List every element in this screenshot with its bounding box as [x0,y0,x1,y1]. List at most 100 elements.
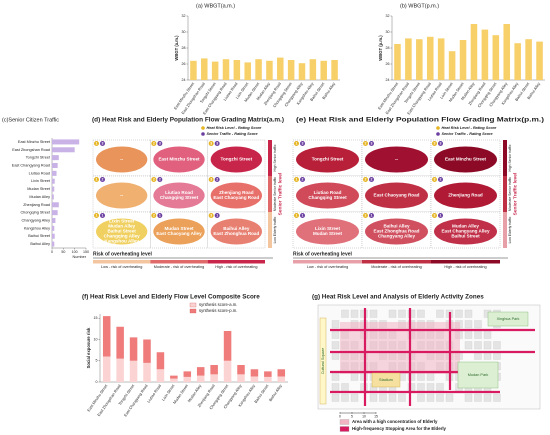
building [493,341,501,350]
traffic-score: 2 [371,177,373,181]
traffic-badge [438,141,443,146]
y-level-label: High Senior traffic [273,144,277,171]
building [464,309,473,318]
bar [266,60,273,80]
chart-title: (c)Senior Citizen Traffic [2,117,59,123]
level-bar [150,260,208,264]
stadium [371,372,401,388]
bar [277,57,284,80]
heat-badge [363,177,368,182]
heat-badge [208,213,214,218]
heat-score: 1 [96,141,98,145]
building [331,351,340,360]
bar-segment [277,376,286,382]
building [483,341,492,350]
cell-label: East Changyang Alley [441,229,490,234]
bar-segment [143,339,151,363]
legend-label: Senior Traffic - Rating Score [207,132,258,136]
y-level-label: Moderate Senior traffic [508,177,512,212]
building [436,383,444,392]
bar [394,44,401,80]
matrix-title: (d) Heat Risk and Elderly Population Flo… [92,117,284,124]
building [426,372,435,381]
y-tick-label: 15 [94,316,98,320]
building [398,393,406,402]
building [493,393,501,402]
x-level-label: Low - risk of overheating [101,265,142,269]
cell-label: Baihui Alley [223,226,250,231]
x-level-label: Low - risk of overheating [307,265,348,269]
building [331,330,340,339]
traffic-badge [300,177,305,182]
bar [470,24,478,80]
bar-segment [183,376,192,382]
cell-label: Mudan Street [164,226,194,231]
heat-score: 3 [210,141,212,145]
y-tick-label: 0 [96,380,98,384]
traffic-score: 3 [440,141,442,145]
bar-segment [170,375,178,379]
heat-badge [151,177,157,182]
y-tick-label: 26 [182,62,186,66]
x-level-label: Moderate - risk of overheating [154,265,204,269]
building [455,309,463,318]
traffic-score: 2 [216,177,218,181]
building [350,372,359,381]
heat-badge [363,213,368,218]
cell-label: Zhenjiang Road [448,193,483,198]
cell-label: Changqing Street [308,195,347,200]
bar [233,60,241,80]
heat-score: 2 [365,177,367,181]
building [493,351,501,360]
heat-score: 3 [434,177,436,181]
legend-label: Heat Risk Level - Rating Score [442,126,497,130]
place-label: Mudan Park [468,373,489,377]
y-tick-label: Tongzhi Street [26,156,51,160]
bar [52,139,80,145]
traffic-badge [100,213,105,218]
building [331,341,340,350]
x-tick-label: Baihui Street [254,383,270,404]
building [388,309,397,318]
heat-badge [294,177,299,182]
bar [320,60,327,80]
heat-score: 2 [153,177,155,181]
traffic-badge [438,213,443,218]
y-axis-title: Senior Traffic level [512,173,518,216]
traffic-score: 1 [216,213,218,217]
level-bar [268,140,272,176]
scale-label: 10 [362,414,366,418]
bar-segment [210,365,218,375]
x-level-label: High - risk of overheating [444,265,486,269]
bar [536,41,543,80]
cell-ellipse [365,146,428,173]
scale-label: 15 [374,414,378,418]
level-bar [362,260,431,264]
cell-label: Liutiao Road [165,190,193,195]
heat-score: 3 [210,177,212,181]
heat-badge [208,141,214,146]
legend-label: High-frequency Stopping Area for the Eld… [352,426,447,431]
building [464,320,473,329]
cell-label: Tongzhi Street [312,157,344,162]
legend-icon [436,126,440,130]
building [417,383,425,392]
legend-swatch [189,308,197,314]
bar [52,217,56,224]
level-bar [207,260,265,264]
y-level-label: High Senior traffic [508,144,512,171]
x-tick-label: 100 [72,250,78,254]
heat-badge [94,177,99,182]
level-bar [431,260,500,264]
cell-label: -- [395,157,399,162]
cell-label: East Chaoyang Road [374,193,420,198]
y-tick-label: 32 [182,14,186,18]
traffic-badge [300,141,305,146]
heat-badge [151,141,157,146]
bar [201,58,208,80]
bar-segment [156,369,165,382]
chart-title: (a) WBGT(a.m.) [196,3,235,9]
cell-label: Mudan Street [313,231,343,236]
cell-ellipse [365,218,428,245]
heat-badge [432,213,437,218]
